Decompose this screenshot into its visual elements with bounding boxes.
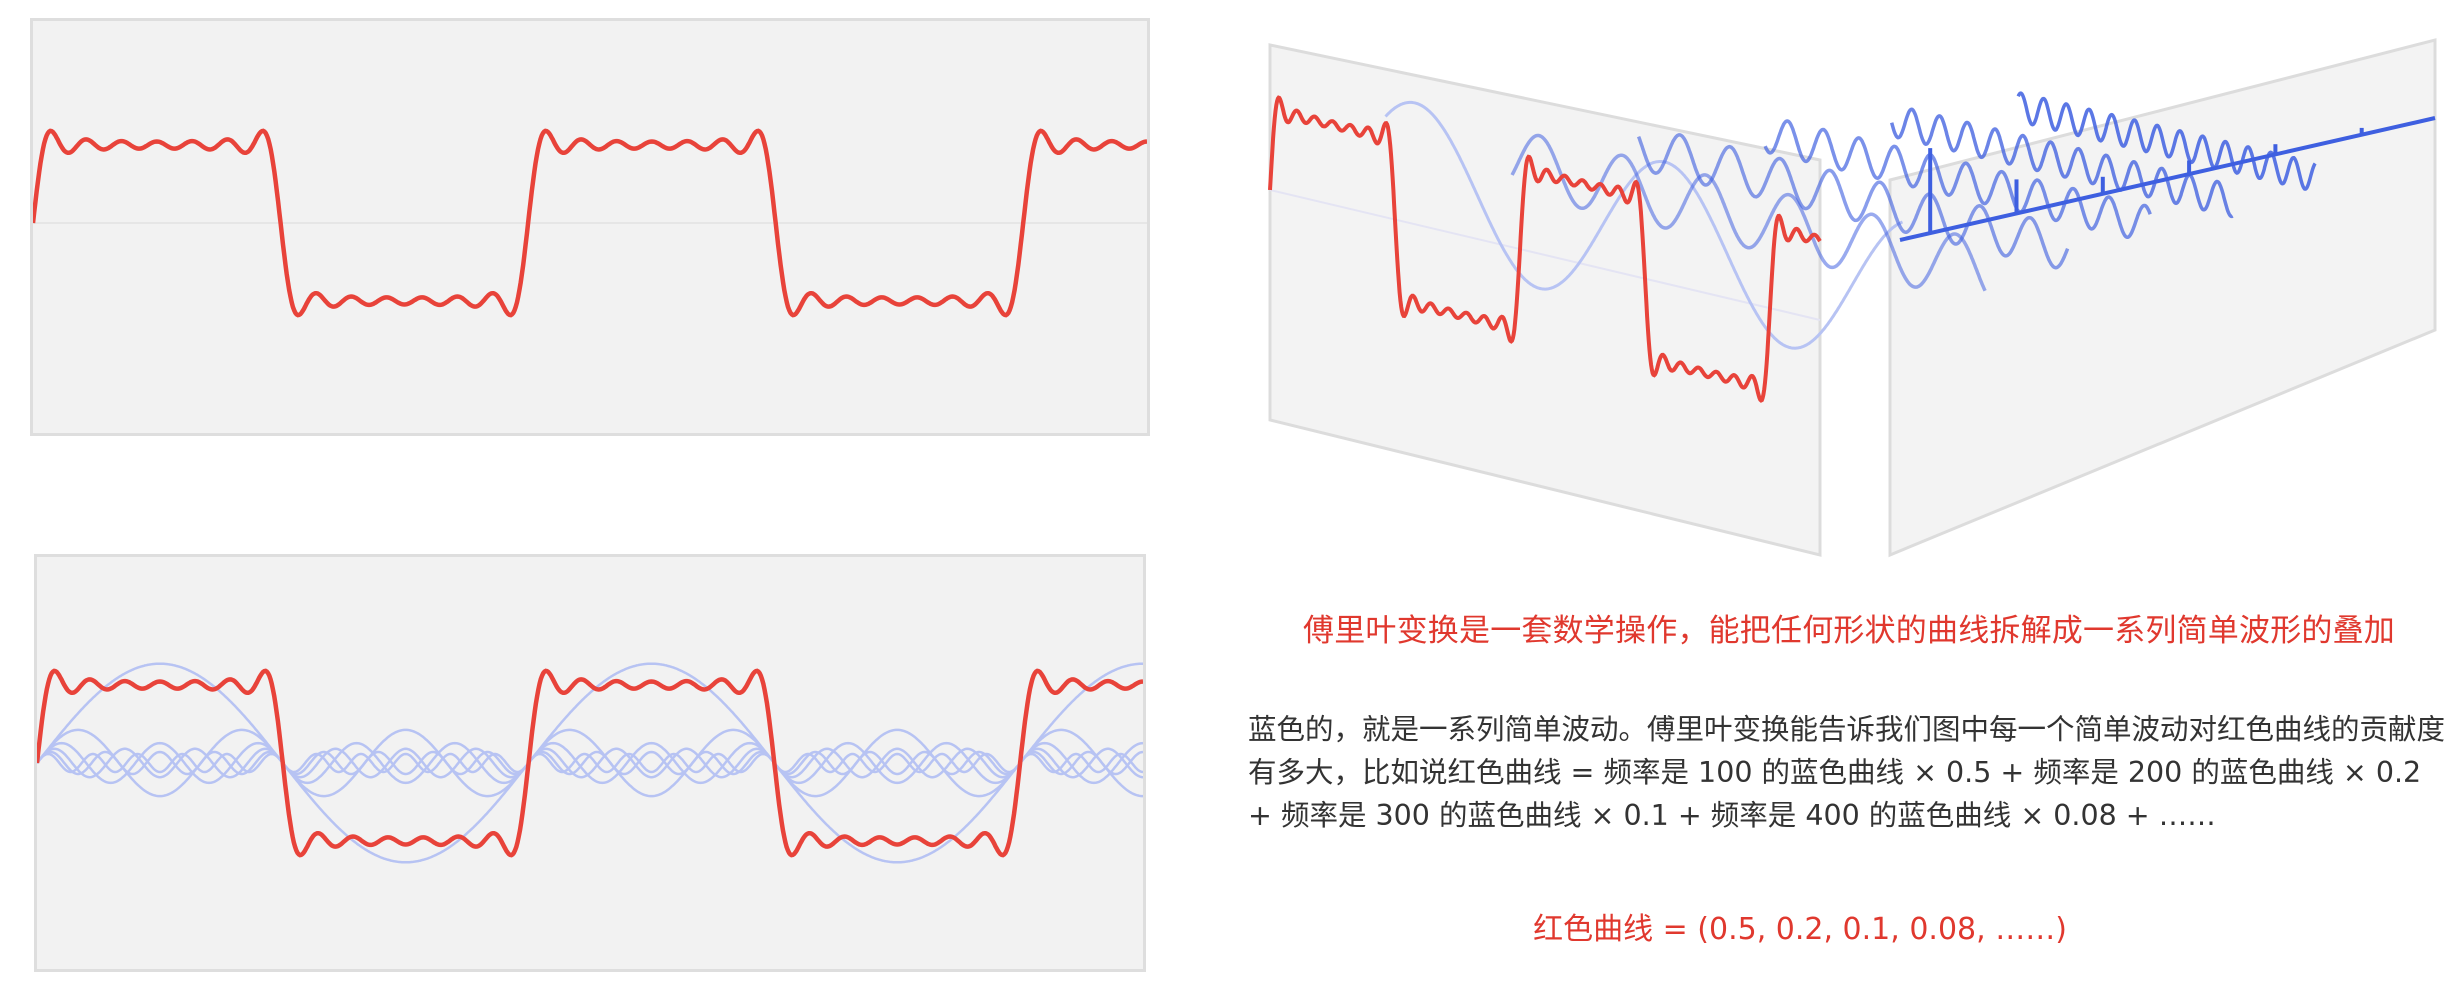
formula: 红色曲线 = (0.5, 0.2, 0.1, 0.08, ……) [1533, 912, 2067, 947]
blue-component-4 [37, 747, 1143, 779]
caption: 傅里叶变换是一套数学操作，能把任何形状的曲线拆解成一系列简单波形的叠加 [1303, 613, 2395, 649]
blue-component-6 [37, 752, 1143, 774]
blue-wave-3d-2 [1510, 133, 1987, 292]
square-wave-panel [30, 18, 1150, 436]
blue-component-1 [37, 662, 1143, 864]
blue-sine-components [37, 662, 1143, 864]
blue-component-3 [37, 741, 1143, 785]
frequency-axis [1899, 116, 2436, 242]
time-frequency-3d-diagram [1268, 38, 2437, 558]
blue-wave-3d-6 [2016, 91, 2317, 191]
square-wave-plot [33, 128, 1147, 318]
decomposition-plot [37, 662, 1143, 864]
red-curve-3d [1268, 95, 1822, 403]
blue-component-2 [37, 728, 1143, 798]
blue-waves-3d [1384, 91, 2317, 350]
blue-wave-3d-5 [1890, 107, 2234, 219]
red-curve [37, 668, 1143, 858]
decomposition-panel [34, 554, 1146, 972]
time-axis [1269, 189, 1821, 321]
frequency-domain-plane [1888, 38, 2437, 558]
blue-wave-3d-1 [1384, 100, 1904, 350]
frequency-spectrum [1899, 116, 2436, 242]
blue-wave-3d-4 [1763, 119, 2152, 240]
red-curve [33, 128, 1147, 318]
blue-wave-3d-3 [1636, 133, 2070, 270]
description: 蓝色的，就是一系列简单波动。傅里叶变换能告诉我们图中每一个简单波动对红色曲线的贡… [1248, 713, 2446, 832]
